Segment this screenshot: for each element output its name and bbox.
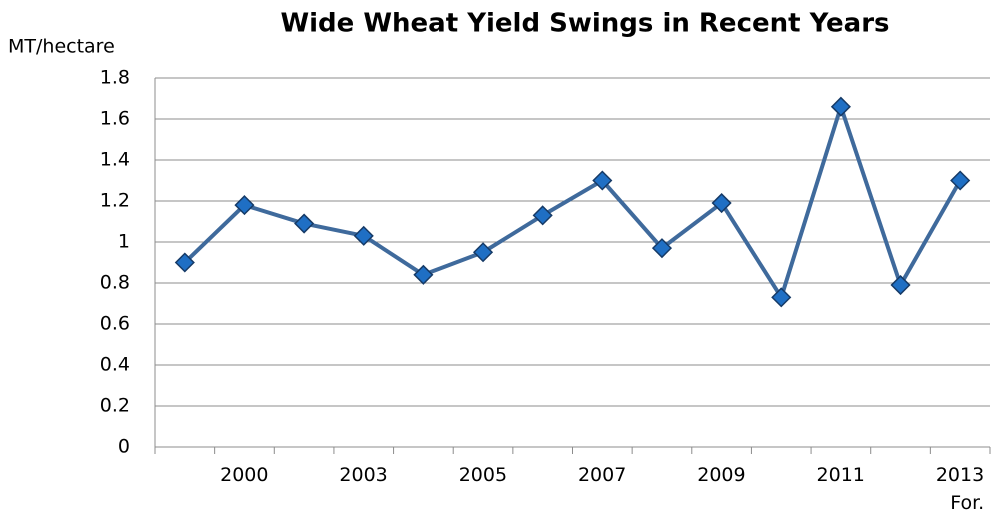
series-line — [183, 104, 962, 300]
point-marker — [174, 252, 195, 273]
point-marker — [950, 170, 971, 191]
y-tick-label: 1.4 — [100, 149, 130, 171]
y-tick-label: 0.8 — [100, 272, 130, 294]
y-axis-label: MT/hectare — [8, 36, 115, 58]
y-tick-label: 0.6 — [100, 313, 130, 335]
x-tick-label: 2013 For. — [935, 464, 985, 514]
point-marker — [294, 213, 315, 234]
x-tick-label: 2005 — [458, 464, 508, 486]
x-tick-label: 2011 — [816, 464, 865, 486]
y-tick-label: 1 — [118, 231, 130, 253]
y-tick-label: 0.4 — [100, 354, 130, 376]
x-tick-label: 2007 — [577, 464, 627, 486]
point-marker — [472, 242, 494, 263]
y-tick-label: 1.2 — [100, 190, 130, 212]
y-tick-label: 0.2 — [100, 395, 130, 417]
y-tick-label: 1.8 — [100, 67, 130, 89]
point-marker — [532, 205, 553, 226]
point-marker — [651, 238, 673, 259]
point-marker — [830, 96, 851, 117]
point-marker — [592, 170, 613, 191]
x-tick-label: 2000 — [220, 464, 269, 486]
x-tick-label: 2009 — [697, 464, 746, 486]
point-marker — [413, 264, 434, 285]
y-tick-label: 1.6 — [100, 108, 130, 130]
point-marker — [771, 287, 792, 308]
point-marker — [234, 195, 255, 216]
y-tick-label: 0 — [118, 436, 130, 458]
point-marker — [890, 274, 911, 296]
point-marker — [711, 192, 732, 214]
point-marker — [353, 225, 374, 246]
chart-title: Wide Wheat Yield Swings in Recent Years — [280, 9, 889, 39]
x-tick-label: 2003 — [339, 464, 388, 486]
